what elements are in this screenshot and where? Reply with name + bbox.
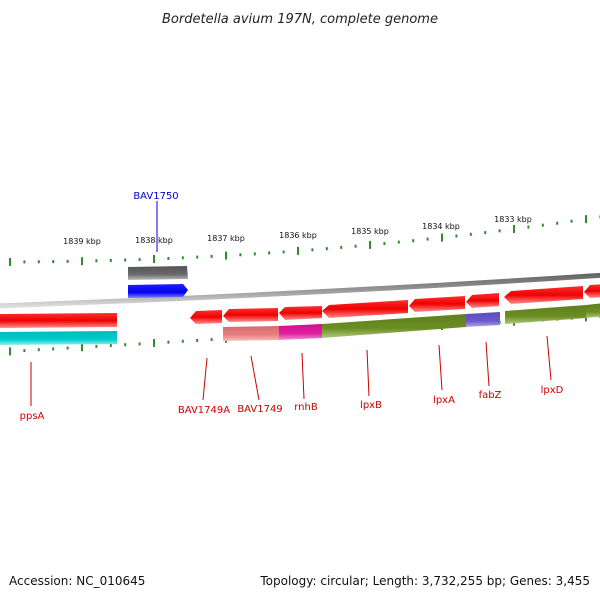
gene-label-lpxa[interactable]: lpxA [433, 395, 455, 406]
leader-bav1749 [250, 355, 260, 401]
leader-rnhb [301, 352, 305, 400]
genome-backbone [0, 272, 600, 309]
gene-label-ppsa[interactable]: ppsA [20, 411, 45, 422]
pink-feature[interactable] [223, 326, 279, 341]
bav1750-feature[interactable] [128, 284, 188, 298]
gray-feature[interactable] [128, 266, 188, 280]
scale-labels: 1839 kbp 1838 kbp 1837 kbp 1836 kbp 1835… [63, 215, 532, 246]
bav1749-feature[interactable] [223, 308, 278, 322]
fabz-feature[interactable] [466, 293, 499, 308]
olive-feature-end[interactable] [586, 303, 600, 318]
leader-lpxb [366, 349, 370, 397]
gene-label-bav1749[interactable]: BAV1749 [237, 404, 282, 415]
olive-feature-lpxd[interactable] [505, 305, 586, 324]
genome-summary-text: Topology: circular; Length: 3,732,255 bp… [260, 574, 590, 588]
gene-labels: BAV1750 ppsA BAV1749A BAV1749 rnhB lpxB … [20, 191, 564, 422]
purple-feature[interactable] [466, 312, 500, 327]
scale-tick-label: 1835 kbp [351, 227, 389, 236]
gene-label-bav1750[interactable]: BAV1750 [133, 191, 178, 202]
upper-tick-row [9, 215, 600, 266]
cyan-feature[interactable] [0, 331, 117, 345]
scale-tick-label: 1837 kbp [207, 234, 245, 243]
gene-label-rnhb[interactable]: rnhB [294, 402, 318, 413]
rnhb-feature[interactable] [279, 306, 322, 320]
leader-fabz [485, 341, 490, 387]
gene-label-bav1749a[interactable]: BAV1749A [178, 405, 230, 416]
magenta-feature[interactable] [279, 324, 322, 340]
bav1749a-feature[interactable] [190, 310, 222, 324]
lpxa-feature[interactable] [409, 296, 465, 312]
scale-tick-label: 1833 kbp [494, 215, 532, 224]
scale-tick-label: 1839 kbp [63, 237, 101, 246]
scale-tick-label: 1838 kbp [135, 236, 173, 245]
cds-row [0, 284, 600, 328]
olive-feature-lpx[interactable] [322, 314, 466, 338]
scale-tick-label: 1834 kbp [422, 222, 460, 231]
accession-text: Accession: NC_010645 [9, 574, 146, 588]
gene-label-fabz[interactable]: fabZ [479, 390, 502, 401]
gene-label-lpxb[interactable]: lpxB [360, 400, 382, 411]
leader-lpxd [546, 335, 552, 381]
lpxb-feature[interactable] [322, 300, 408, 318]
leader-lpxa [438, 344, 443, 391]
next-cds-feature[interactable] [584, 284, 600, 298]
gene-label-lpxd[interactable]: lpxD [541, 385, 564, 396]
feature-row-2 [0, 303, 600, 345]
lpxd-feature[interactable] [504, 286, 583, 304]
leader-bav1749a [202, 357, 208, 401]
leader-lines [30, 201, 552, 406]
map-title: Bordetella avium 197N, complete genome [162, 12, 438, 27]
ppsa-feature[interactable] [0, 313, 117, 328]
scale-tick-label: 1836 kbp [279, 231, 317, 240]
